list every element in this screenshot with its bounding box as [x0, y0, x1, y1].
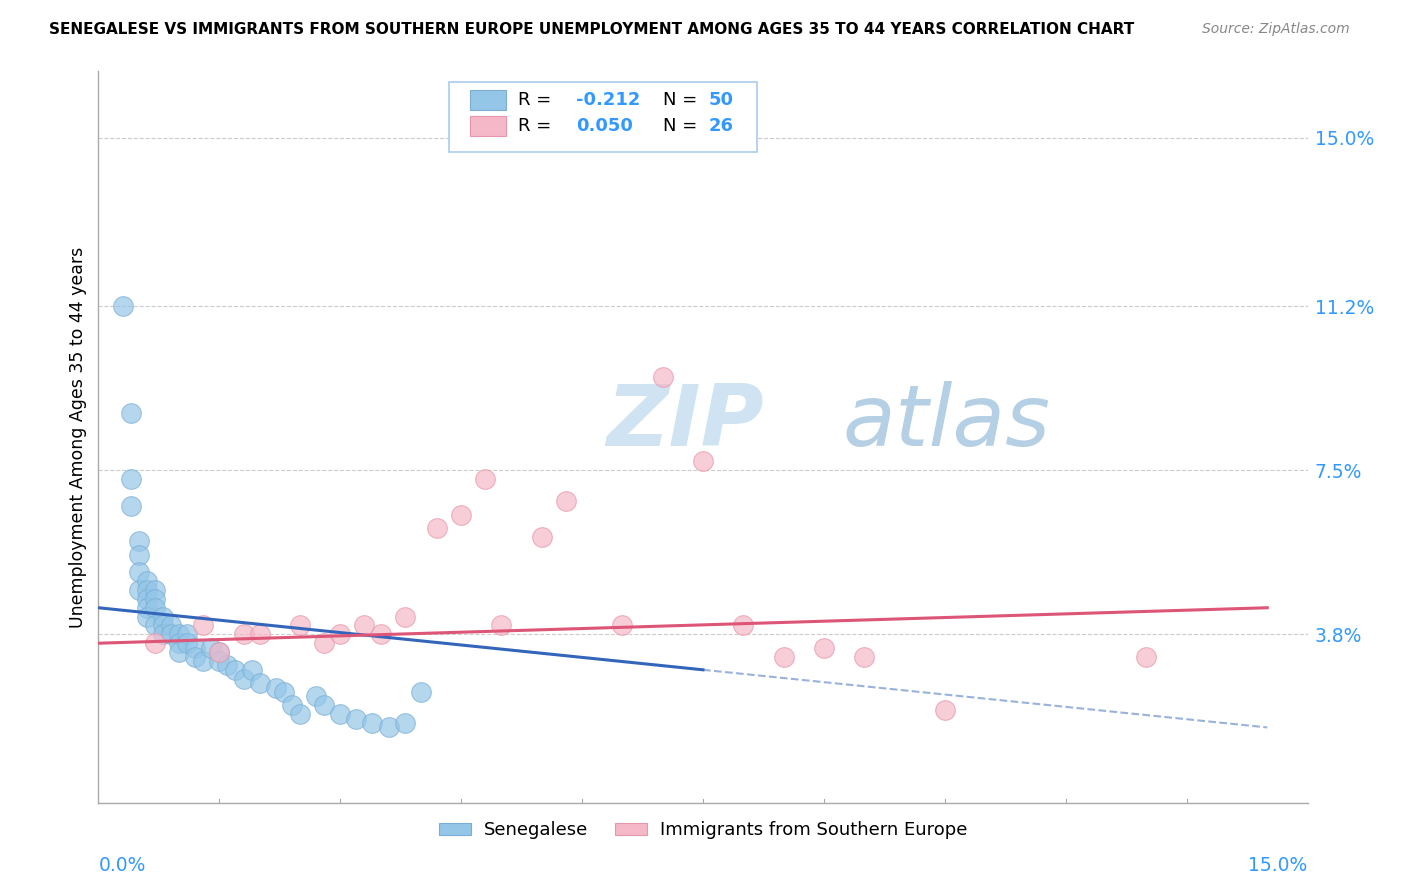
Point [377, 721, 399, 735]
Point [176, 627, 198, 641]
Point [160, 627, 183, 641]
Text: 50: 50 [709, 91, 734, 109]
Point [193, 618, 215, 632]
Point [264, 681, 287, 695]
Point [120, 406, 142, 420]
Point [491, 618, 513, 632]
Point [120, 472, 142, 486]
Point [353, 618, 375, 632]
Point [128, 582, 150, 597]
Point [733, 618, 755, 632]
Point [394, 609, 416, 624]
Point [135, 600, 157, 615]
Point [208, 645, 231, 659]
Point [152, 609, 174, 624]
Point [450, 508, 472, 522]
Point [152, 627, 174, 641]
Point [273, 685, 295, 699]
Point [143, 618, 166, 632]
Point [409, 685, 432, 699]
Point [394, 716, 416, 731]
Point [111, 299, 134, 313]
Point [176, 636, 198, 650]
Text: N =: N = [664, 91, 703, 109]
Y-axis label: Unemployment Among Ages 35 to 44 years: Unemployment Among Ages 35 to 44 years [69, 246, 87, 628]
Point [305, 690, 328, 704]
Point [143, 582, 166, 597]
Point [329, 627, 352, 641]
Point [612, 618, 634, 632]
Point [184, 640, 207, 655]
Point [853, 649, 876, 664]
Point [135, 591, 157, 606]
Text: 26: 26 [709, 117, 734, 136]
Text: Source: ZipAtlas.com: Source: ZipAtlas.com [1202, 22, 1350, 37]
Point [232, 627, 254, 641]
Point [167, 645, 190, 659]
Point [143, 636, 166, 650]
Point [232, 672, 254, 686]
Point [772, 649, 794, 664]
Point [160, 618, 183, 632]
Point [281, 698, 304, 713]
Point [208, 654, 231, 668]
Point [344, 712, 367, 726]
Point [530, 530, 553, 544]
Text: R =: R = [517, 91, 557, 109]
Point [193, 654, 215, 668]
Text: 15.0%: 15.0% [1249, 856, 1308, 875]
Point [1135, 649, 1157, 664]
Text: SENEGALESE VS IMMIGRANTS FROM SOUTHERN EUROPE UNEMPLOYMENT AMONG AGES 35 TO 44 Y: SENEGALESE VS IMMIGRANTS FROM SOUTHERN E… [49, 22, 1135, 37]
Point [217, 658, 239, 673]
Point [208, 645, 231, 659]
Point [314, 698, 336, 713]
Point [249, 627, 271, 641]
Point [120, 499, 142, 513]
Point [692, 454, 714, 468]
Bar [470, 89, 506, 110]
Point [128, 548, 150, 562]
Point [224, 663, 246, 677]
Point [200, 640, 222, 655]
Point [135, 582, 157, 597]
Point [128, 534, 150, 549]
Point [128, 566, 150, 580]
Point [314, 636, 336, 650]
Text: N =: N = [664, 117, 703, 136]
Point [555, 494, 578, 508]
Point [143, 600, 166, 615]
Point [934, 703, 956, 717]
Text: 0.050: 0.050 [576, 117, 633, 136]
Point [426, 521, 449, 535]
Point [288, 707, 311, 722]
Text: 0.0%: 0.0% [98, 856, 146, 875]
Point [167, 636, 190, 650]
Text: R =: R = [517, 117, 557, 136]
Text: ZIP: ZIP [606, 381, 763, 464]
Point [143, 591, 166, 606]
Point [240, 663, 263, 677]
Point [152, 618, 174, 632]
Point [135, 609, 157, 624]
Bar [470, 116, 506, 136]
Point [184, 649, 207, 664]
Point [474, 472, 496, 486]
Text: atlas: atlas [842, 381, 1050, 464]
Point [249, 676, 271, 690]
Point [813, 640, 835, 655]
FancyBboxPatch shape [449, 82, 758, 152]
Point [651, 370, 673, 384]
Legend: Senegalese, Immigrants from Southern Europe: Senegalese, Immigrants from Southern Eur… [432, 814, 974, 847]
Point [135, 574, 157, 589]
Point [167, 627, 190, 641]
Text: -0.212: -0.212 [576, 91, 640, 109]
Point [370, 627, 392, 641]
Point [329, 707, 352, 722]
Point [288, 618, 311, 632]
Point [361, 716, 384, 731]
